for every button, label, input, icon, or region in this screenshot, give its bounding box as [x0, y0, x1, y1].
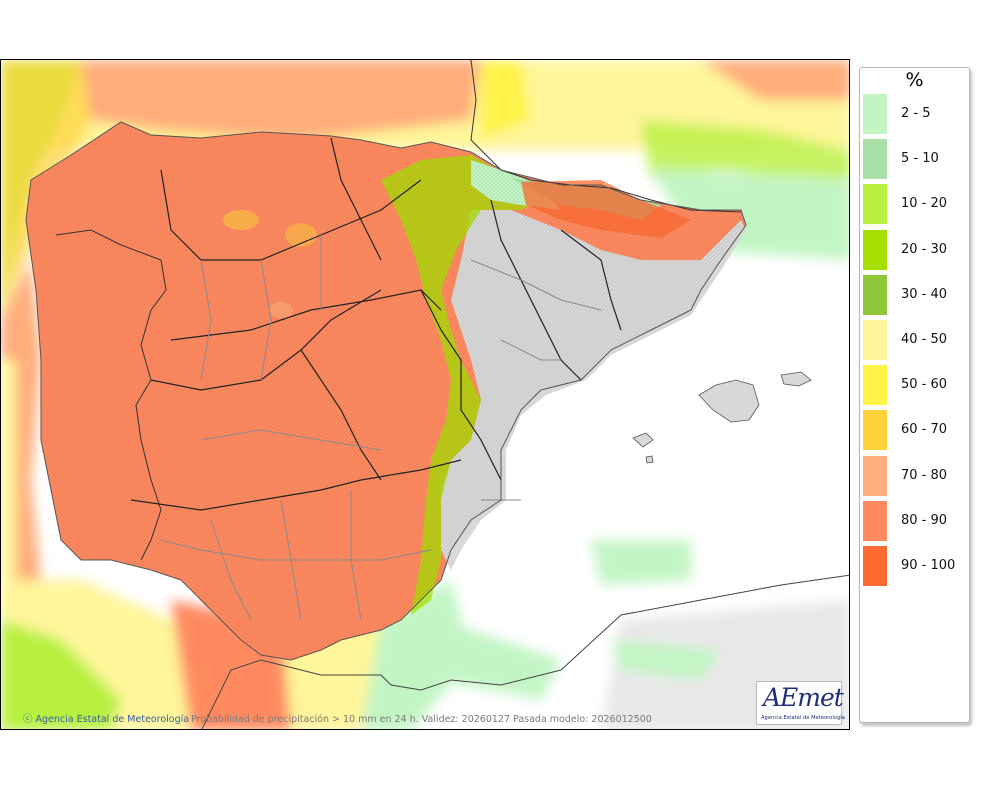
precipitation-probability-map: ⓒ Agencia Estatal de Meteorología Probab…: [0, 59, 850, 730]
admin-borders: [55, 60, 742, 621]
logo-wordmark: AEmet: [763, 683, 844, 712]
north-africa: [201, 574, 849, 729]
legend-label: 70 - 80: [901, 467, 948, 483]
logo-subtitle: Agencia Estatal de Meteorología: [761, 715, 845, 721]
legend-swatch: [863, 546, 887, 586]
legend-label: 5 - 10: [901, 151, 939, 167]
legend-row: 2 - 5: [863, 94, 968, 134]
legend-swatch: [863, 410, 887, 451]
legend-row: 90 - 100: [863, 546, 968, 586]
legend-row: 30 - 40: [863, 274, 968, 315]
legend-swatch: [863, 365, 887, 406]
legend-row: 50 - 60: [863, 365, 968, 406]
legend-row: 10 - 20: [863, 184, 968, 225]
spain-portugal-border: [55, 229, 167, 561]
legend-swatch: [863, 184, 887, 225]
legend-label: 2 - 5: [901, 106, 931, 121]
legend-label: 80 - 90: [901, 512, 948, 528]
legend-label: 50 - 60: [901, 377, 948, 393]
legend-panel: % 2 - 5 5 - 10 10 - 20 20 - 30 30 - 40 40 - 5…: [859, 67, 970, 723]
legend-label: 60 - 70: [901, 422, 948, 438]
legend-swatch: [863, 274, 887, 315]
legend-label: 10 - 20: [901, 196, 948, 212]
spain-france-border: [500, 169, 742, 213]
ibiza: [632, 432, 654, 448]
legend-label: 30 - 40: [901, 286, 948, 302]
legend-label: 90 - 100: [901, 558, 956, 573]
legend-row: 20 - 30: [863, 229, 968, 270]
legend-swatch: [863, 229, 887, 270]
balearic-islands: [632, 371, 812, 464]
legend-swatch: [863, 320, 887, 360]
credit-text: ⓒ Agencia Estatal de Meteorología: [23, 711, 189, 725]
legend-row: 80 - 90: [863, 500, 968, 541]
legend-row: 40 - 50: [863, 320, 968, 360]
map-canvas: [1, 60, 849, 729]
legend-swatch: [863, 455, 887, 496]
legend-label: 40 - 50: [901, 332, 948, 347]
legend-label: 20 - 30: [901, 241, 948, 257]
legend-title: %: [905, 69, 924, 91]
menorca: [780, 371, 812, 387]
legend-swatch: [863, 500, 887, 541]
map-caption: Probabilidad de precipitación > 10 mm en…: [191, 714, 652, 725]
aemet-logo: AEmet Agencia Estatal de Meteorología: [756, 681, 845, 725]
legend-swatch: [863, 94, 887, 134]
legend-row: 5 - 10: [863, 139, 968, 180]
mallorca: [698, 379, 760, 423]
coastline: [25, 121, 747, 661]
copyright-icon: ⓒ: [23, 714, 36, 725]
credit-label: Agencia Estatal de Meteorología: [35, 714, 190, 725]
iberian-peninsula: [26, 122, 746, 660]
legend-swatch: [863, 139, 887, 180]
legend-row: 70 - 80: [863, 455, 968, 496]
legend-row: 60 - 70: [863, 410, 968, 451]
